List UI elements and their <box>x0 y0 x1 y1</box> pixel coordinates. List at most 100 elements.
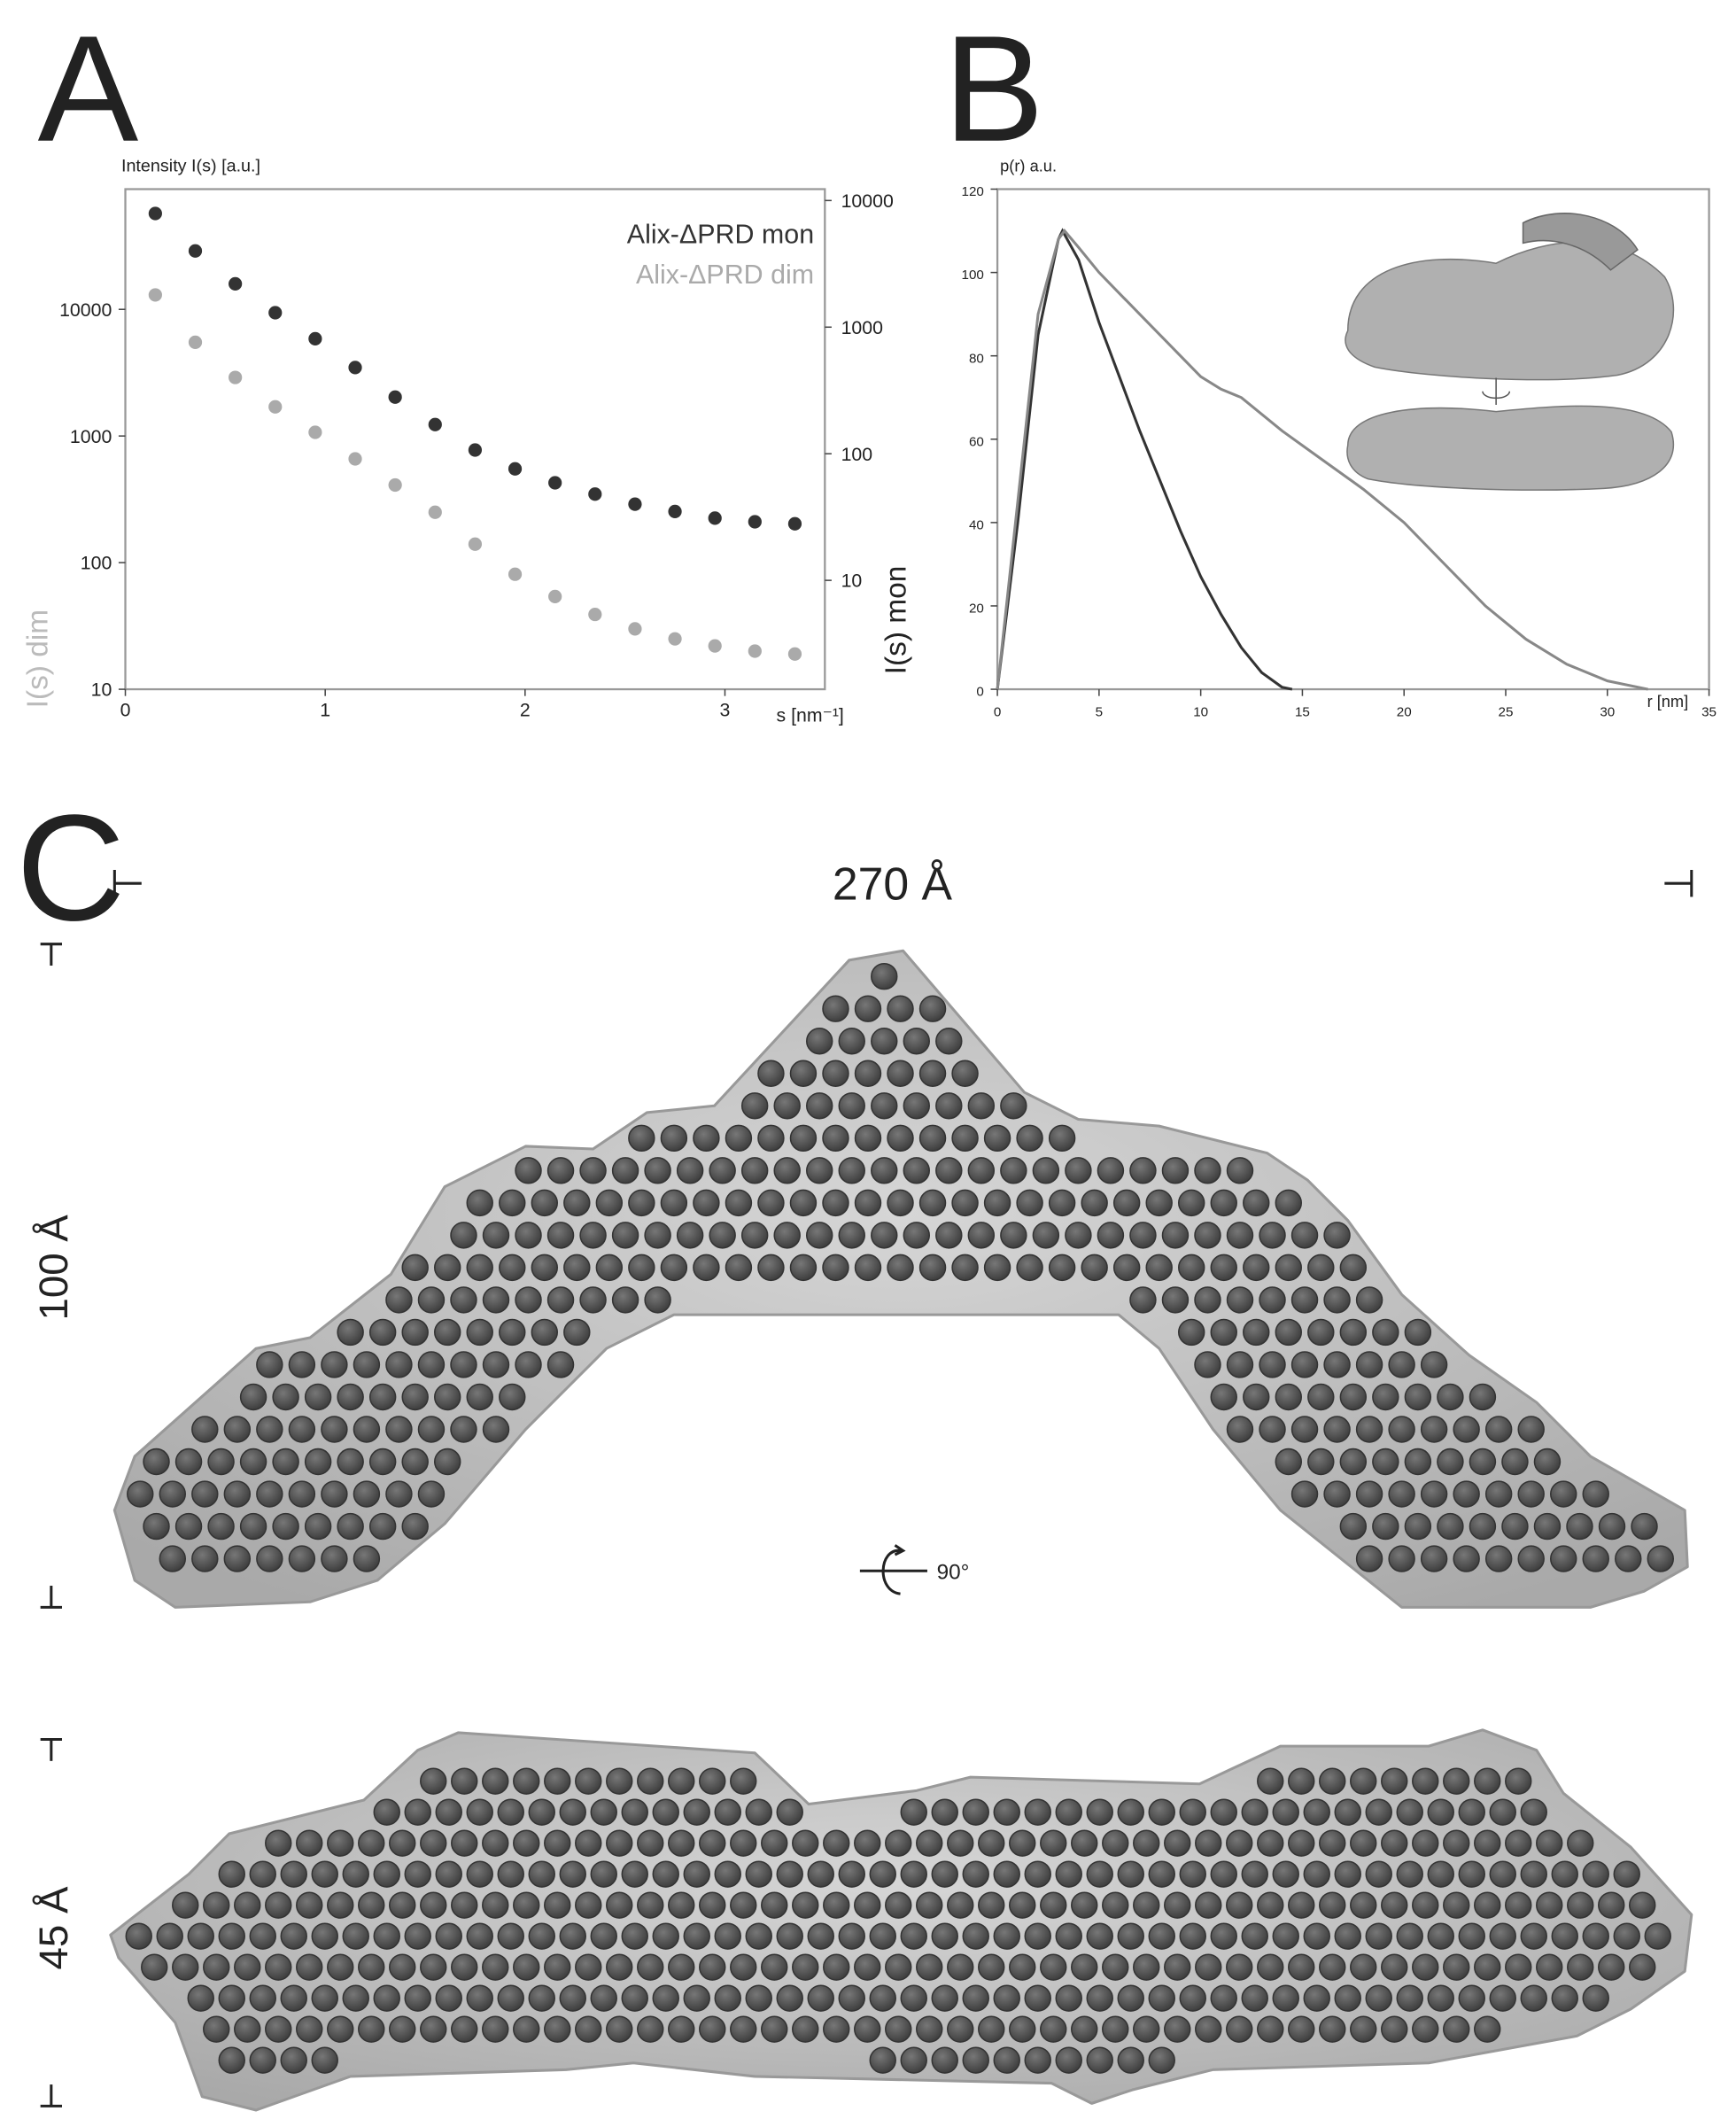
bead <box>420 1829 447 1857</box>
bead <box>1350 1767 1377 1795</box>
bead <box>789 1254 818 1282</box>
y-tick-label: 10 <box>91 679 112 701</box>
bead <box>1129 1222 1157 1249</box>
scale-bars <box>40 869 1693 2107</box>
bead <box>1226 1157 1254 1184</box>
bead <box>1133 1829 1160 1857</box>
bead <box>563 1318 591 1347</box>
data-point <box>388 477 402 493</box>
bead <box>1257 1891 1284 1919</box>
bead <box>1164 1953 1191 1981</box>
bead <box>900 1860 927 1888</box>
bead <box>1550 1480 1577 1508</box>
bead <box>854 2015 881 2043</box>
bead <box>951 1254 979 1282</box>
bead <box>1420 1351 1448 1378</box>
bead <box>575 1891 602 1919</box>
bead <box>1194 1222 1221 1249</box>
bead <box>559 1922 586 1950</box>
bead <box>1598 1891 1625 1919</box>
bead <box>823 1829 850 1857</box>
bead <box>637 1891 664 1919</box>
bead <box>497 1984 524 2012</box>
bead <box>967 1092 996 1120</box>
bead <box>838 1157 865 1184</box>
y2-label: I(s) mon <box>880 566 913 675</box>
bead <box>159 1480 186 1508</box>
bead <box>513 1767 540 1795</box>
bead <box>218 1984 245 2012</box>
rotation-icon <box>859 1544 927 1595</box>
bead <box>869 1984 896 2012</box>
bead <box>1307 1318 1335 1347</box>
bead <box>1339 1448 1368 1476</box>
bead <box>482 1286 510 1314</box>
bead <box>499 1318 526 1347</box>
bead <box>823 2015 850 2043</box>
bead <box>838 1222 865 1249</box>
bead <box>1489 1798 1516 1826</box>
bead <box>358 1829 385 1857</box>
bead <box>1396 1860 1423 1888</box>
bead <box>1210 1860 1237 1888</box>
y-label: I(s) dim <box>21 609 54 709</box>
bead <box>1257 1767 1284 1795</box>
bead <box>1179 1798 1206 1826</box>
bead <box>531 1189 559 1217</box>
bead <box>1615 1545 1642 1572</box>
bead <box>482 1222 510 1249</box>
bead <box>559 1984 586 2012</box>
bead <box>978 1953 1005 1981</box>
bead <box>1613 1922 1640 1950</box>
bead <box>546 1286 575 1314</box>
y2-tick-label: 10000 <box>841 190 894 212</box>
bead <box>327 2015 354 2043</box>
bead <box>931 1984 958 2012</box>
bead <box>1048 1254 1076 1282</box>
bead <box>1339 1512 1368 1541</box>
bead <box>652 1798 679 1826</box>
bead <box>311 1860 338 1888</box>
bead <box>1396 1922 1423 1950</box>
bead <box>280 1922 307 1950</box>
bead <box>353 1545 381 1572</box>
bead <box>1071 1829 1098 1857</box>
bead <box>1272 1860 1299 1888</box>
bead <box>1388 1545 1415 1572</box>
bead <box>776 1984 803 2012</box>
bead <box>1412 1891 1439 1919</box>
bead <box>1567 1953 1594 1981</box>
bead <box>822 1124 849 1153</box>
bead <box>757 1189 785 1217</box>
bead <box>435 1984 462 2012</box>
bead <box>1040 1953 1067 1981</box>
bead <box>1178 1254 1205 1282</box>
bead <box>1071 1891 1098 1919</box>
bead <box>513 1891 540 1919</box>
bead <box>1582 1922 1609 1950</box>
bead <box>1145 1189 1173 1217</box>
bead <box>218 1860 245 1888</box>
bead <box>256 1480 283 1508</box>
bead <box>358 1891 385 1919</box>
data-point <box>748 644 762 658</box>
bead <box>544 1829 571 1857</box>
bead <box>1009 2015 1036 2043</box>
data-point <box>787 516 802 531</box>
bead <box>1148 2046 1175 2074</box>
bead <box>1055 1984 1082 2012</box>
bead <box>368 1512 397 1541</box>
bead <box>389 2015 416 2043</box>
data-point <box>628 497 642 511</box>
bead <box>993 1984 1020 2012</box>
bead <box>792 2015 819 2043</box>
bead <box>918 1124 947 1153</box>
bead <box>417 1416 446 1443</box>
bead <box>1474 1891 1501 1919</box>
bead <box>304 1512 332 1541</box>
bead <box>531 1318 559 1347</box>
bead <box>296 1953 323 1981</box>
bead <box>1381 1829 1408 1857</box>
bead <box>234 1891 261 1919</box>
